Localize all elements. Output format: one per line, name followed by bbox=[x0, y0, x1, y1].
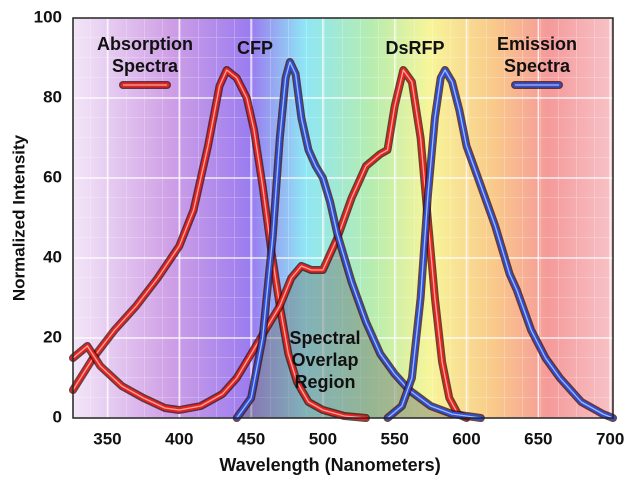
x-axis-title: Wavelength (Nanometers) bbox=[219, 455, 440, 475]
y-tick-label: 40 bbox=[43, 247, 62, 266]
annotation: Spectral Overlap Region bbox=[289, 328, 361, 392]
x-tick-label: 350 bbox=[93, 429, 121, 448]
y-tick-label: 0 bbox=[53, 407, 62, 426]
x-tick-label: 550 bbox=[381, 429, 409, 448]
y-tick-label: 100 bbox=[34, 7, 62, 26]
line-highlight bbox=[72, 69, 367, 419]
line-highlight bbox=[236, 61, 481, 419]
y-tick-label: 20 bbox=[43, 327, 62, 346]
y-axis-title: Normalized Intensity bbox=[9, 134, 28, 301]
line-highlight bbox=[387, 69, 614, 419]
y-tick-label: 60 bbox=[43, 167, 62, 186]
plot-frame bbox=[72, 17, 614, 419]
x-tick-label: 500 bbox=[309, 429, 337, 448]
annotation: DsRFP bbox=[385, 38, 445, 58]
x-tick-label: 600 bbox=[452, 429, 480, 448]
legend-label: Emission Spectra bbox=[496, 34, 578, 76]
x-tick-label: 650 bbox=[524, 429, 552, 448]
x-tick-label: 700 bbox=[596, 429, 624, 448]
y-tick-label: 80 bbox=[43, 87, 62, 106]
x-tick-label: 450 bbox=[237, 429, 265, 448]
x-tick-label: 400 bbox=[165, 429, 193, 448]
annotation: CFP bbox=[237, 38, 273, 58]
legend-label: Absorption Spectra bbox=[97, 34, 193, 76]
